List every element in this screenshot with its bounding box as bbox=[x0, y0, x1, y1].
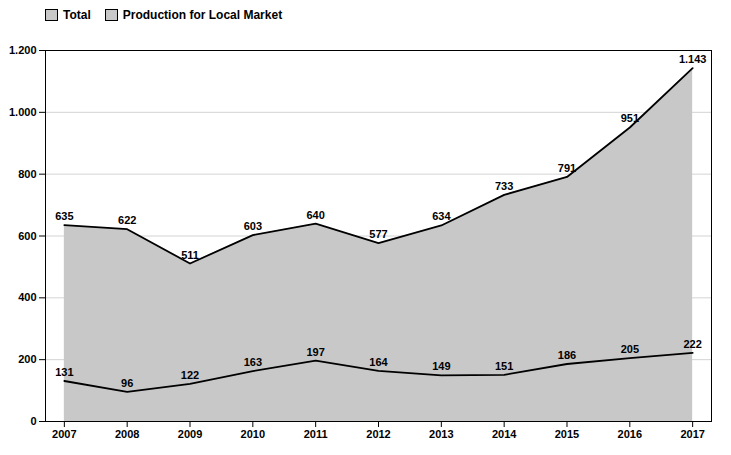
svg-text:603: 603 bbox=[244, 220, 262, 232]
svg-text:1.000: 1.000 bbox=[9, 106, 37, 118]
html-text:Production for Local Market: Production for Local Market bbox=[122, 8, 283, 22]
svg-text:634: 634 bbox=[432, 210, 451, 222]
svg-text:400: 400 bbox=[18, 291, 36, 303]
svg-text:205: 205 bbox=[621, 343, 639, 355]
svg-text:0: 0 bbox=[30, 415, 36, 427]
svg-text:2009: 2009 bbox=[178, 428, 202, 440]
svg-text:186: 186 bbox=[558, 349, 576, 361]
svg-text:2011: 2011 bbox=[304, 428, 328, 440]
svg-text:2015: 2015 bbox=[555, 428, 579, 440]
svg-text:2013: 2013 bbox=[429, 428, 453, 440]
svg-text:96: 96 bbox=[121, 377, 133, 389]
svg-text:151: 151 bbox=[495, 360, 513, 372]
svg-text:2008: 2008 bbox=[115, 428, 139, 440]
svg-text:2007: 2007 bbox=[52, 428, 76, 440]
svg-text:222: 222 bbox=[683, 338, 701, 350]
svg-text:577: 577 bbox=[369, 228, 387, 240]
svg-text:511: 511 bbox=[181, 249, 199, 261]
svg-text:163: 163 bbox=[244, 356, 262, 368]
svg-text:2017: 2017 bbox=[680, 428, 704, 440]
svg-text:164: 164 bbox=[369, 356, 388, 368]
svg-text:640: 640 bbox=[306, 209, 324, 221]
html-text:Total: Total bbox=[63, 8, 91, 22]
svg-text:733: 733 bbox=[495, 180, 513, 192]
svg-text:197: 197 bbox=[306, 346, 324, 358]
svg-text:635: 635 bbox=[55, 210, 73, 222]
svg-text:2012: 2012 bbox=[366, 428, 390, 440]
svg-text:122: 122 bbox=[181, 369, 199, 381]
svg-text:2016: 2016 bbox=[618, 428, 642, 440]
svg-text:600: 600 bbox=[18, 230, 36, 242]
svg-text:800: 800 bbox=[18, 168, 36, 180]
svg-text:2010: 2010 bbox=[241, 428, 265, 440]
svg-text:2014: 2014 bbox=[492, 428, 517, 440]
svg-text:200: 200 bbox=[18, 353, 36, 365]
svg-text:622: 622 bbox=[118, 214, 136, 226]
svg-text:1.143: 1.143 bbox=[679, 53, 707, 65]
svg-text:951: 951 bbox=[621, 112, 639, 124]
svg-text:149: 149 bbox=[432, 360, 450, 372]
svg-text:131: 131 bbox=[55, 366, 73, 378]
svg-text:791: 791 bbox=[558, 162, 576, 174]
svg-text:1.200: 1.200 bbox=[9, 44, 37, 56]
